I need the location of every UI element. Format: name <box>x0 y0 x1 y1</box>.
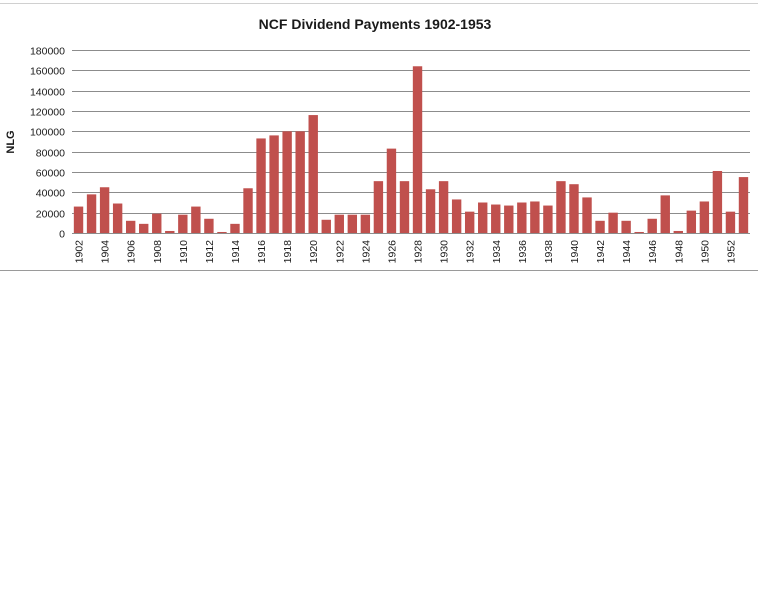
y-tick-label: 160000 <box>30 66 65 78</box>
chart-title: NCF Dividend Payments 1902-1953 <box>259 16 492 32</box>
x-tick-label: 1902 <box>74 240 86 264</box>
bar-1907 <box>139 223 149 233</box>
bar-1915 <box>243 188 253 233</box>
x-tick-label: 1922 <box>334 240 346 264</box>
bar-1951 <box>712 170 723 233</box>
bar-1931 <box>451 199 462 233</box>
bar-1909 <box>165 230 175 233</box>
bar-1932 <box>464 211 475 233</box>
bar-1918 <box>282 131 292 233</box>
x-tick-label: 1952 <box>725 240 737 264</box>
bar-1912 <box>204 218 214 233</box>
bar-1940 <box>569 184 579 233</box>
bar-1903 <box>86 194 97 233</box>
bar-1925 <box>373 181 384 233</box>
bar-1953 <box>738 177 749 233</box>
bar-1937 <box>530 201 540 233</box>
x-tick-labels: 1902 1904 1906 1908 1910 1912 1914 1916 1918 1920… <box>74 240 738 264</box>
bar-1902 <box>73 206 84 233</box>
x-tick-label: 1912 <box>204 240 216 264</box>
bar-1916 <box>256 138 266 233</box>
bar-1926 <box>386 148 397 233</box>
x-tick-label: 1908 <box>152 240 164 264</box>
bar-1943 <box>608 212 618 233</box>
bar-1941 <box>582 197 592 233</box>
y-tick-label: 140000 <box>30 87 65 99</box>
y-tick-label: 60000 <box>36 168 65 180</box>
y-tick-label: 100000 <box>30 127 65 139</box>
bar-1917 <box>269 135 279 233</box>
bar-1928 <box>412 66 423 234</box>
bar-1942 <box>595 220 605 233</box>
gridlines <box>72 50 750 214</box>
y-tick-label: 0 <box>59 229 65 241</box>
x-tick-label: 1934 <box>491 240 503 264</box>
bar-1913 <box>217 231 227 233</box>
y-axis-label: NLG <box>5 130 17 153</box>
x-tick-label: 1946 <box>647 240 659 264</box>
x-tick-label: 1936 <box>517 240 529 264</box>
bar-1919 <box>295 131 305 233</box>
bar-1911 <box>191 206 201 233</box>
x-tick-label: 1928 <box>413 240 425 264</box>
bar-1921 <box>321 219 331 233</box>
bar-1950 <box>699 201 710 233</box>
y-tick-labels: 0 20000 40000 60000 80000 100000 120000 140000 1… <box>30 46 65 241</box>
y-tick-label: 20000 <box>36 209 65 221</box>
x-tick-label: 1910 <box>178 240 190 264</box>
y-tick-label: 40000 <box>36 188 65 200</box>
bar-1908 <box>152 213 162 233</box>
bar-1936 <box>517 202 527 233</box>
bar-1935 <box>504 205 514 233</box>
x-tick-label: 1944 <box>621 240 633 264</box>
y-tick-label: 120000 <box>30 107 65 119</box>
bar-1906 <box>125 220 136 233</box>
x-tick-label: 1930 <box>439 240 451 264</box>
x-tick-label: 1914 <box>230 240 242 264</box>
y-tick-label: 180000 <box>30 46 65 58</box>
x-tick-label: 1940 <box>569 240 581 264</box>
bar-1944 <box>621 220 631 233</box>
x-tick-label: 1904 <box>100 240 112 264</box>
bar-1910 <box>178 214 188 233</box>
x-tick-label: 1948 <box>673 240 685 264</box>
x-tick-label: 1906 <box>126 240 138 264</box>
bar-1914 <box>230 223 240 233</box>
bar-1930 <box>438 181 449 233</box>
x-tick-label: 1924 <box>360 240 372 264</box>
bar-1904 <box>99 187 110 233</box>
bar-1934 <box>491 204 501 233</box>
x-tick-label: 1942 <box>595 240 607 264</box>
bar-1949 <box>686 210 697 233</box>
bar-1939 <box>556 181 566 233</box>
bar-1924 <box>360 214 371 233</box>
bar-1929 <box>425 189 436 233</box>
bar-1952 <box>725 211 736 233</box>
x-tick-label: 1918 <box>282 240 294 264</box>
x-tick-label: 1926 <box>386 240 398 264</box>
x-tick-label: 1920 <box>308 240 320 264</box>
x-tick-label: 1938 <box>543 240 555 264</box>
bar-1927 <box>399 181 410 233</box>
bar-1905 <box>112 203 123 233</box>
bars <box>73 66 749 234</box>
x-tick-label: 1932 <box>465 240 477 264</box>
bar-1945 <box>634 231 644 233</box>
bar-1923 <box>347 214 358 233</box>
x-tick-label: 1950 <box>699 240 711 264</box>
bar-1947 <box>660 195 670 233</box>
bar-1920 <box>308 115 318 233</box>
x-tick-label: 1916 <box>256 240 268 264</box>
bar-1948 <box>673 230 683 233</box>
bar-1938 <box>543 205 553 233</box>
bar-1946 <box>647 218 657 233</box>
y-tick-label: 80000 <box>36 148 65 160</box>
bar-1933 <box>478 202 488 233</box>
bar-1922 <box>334 214 344 233</box>
